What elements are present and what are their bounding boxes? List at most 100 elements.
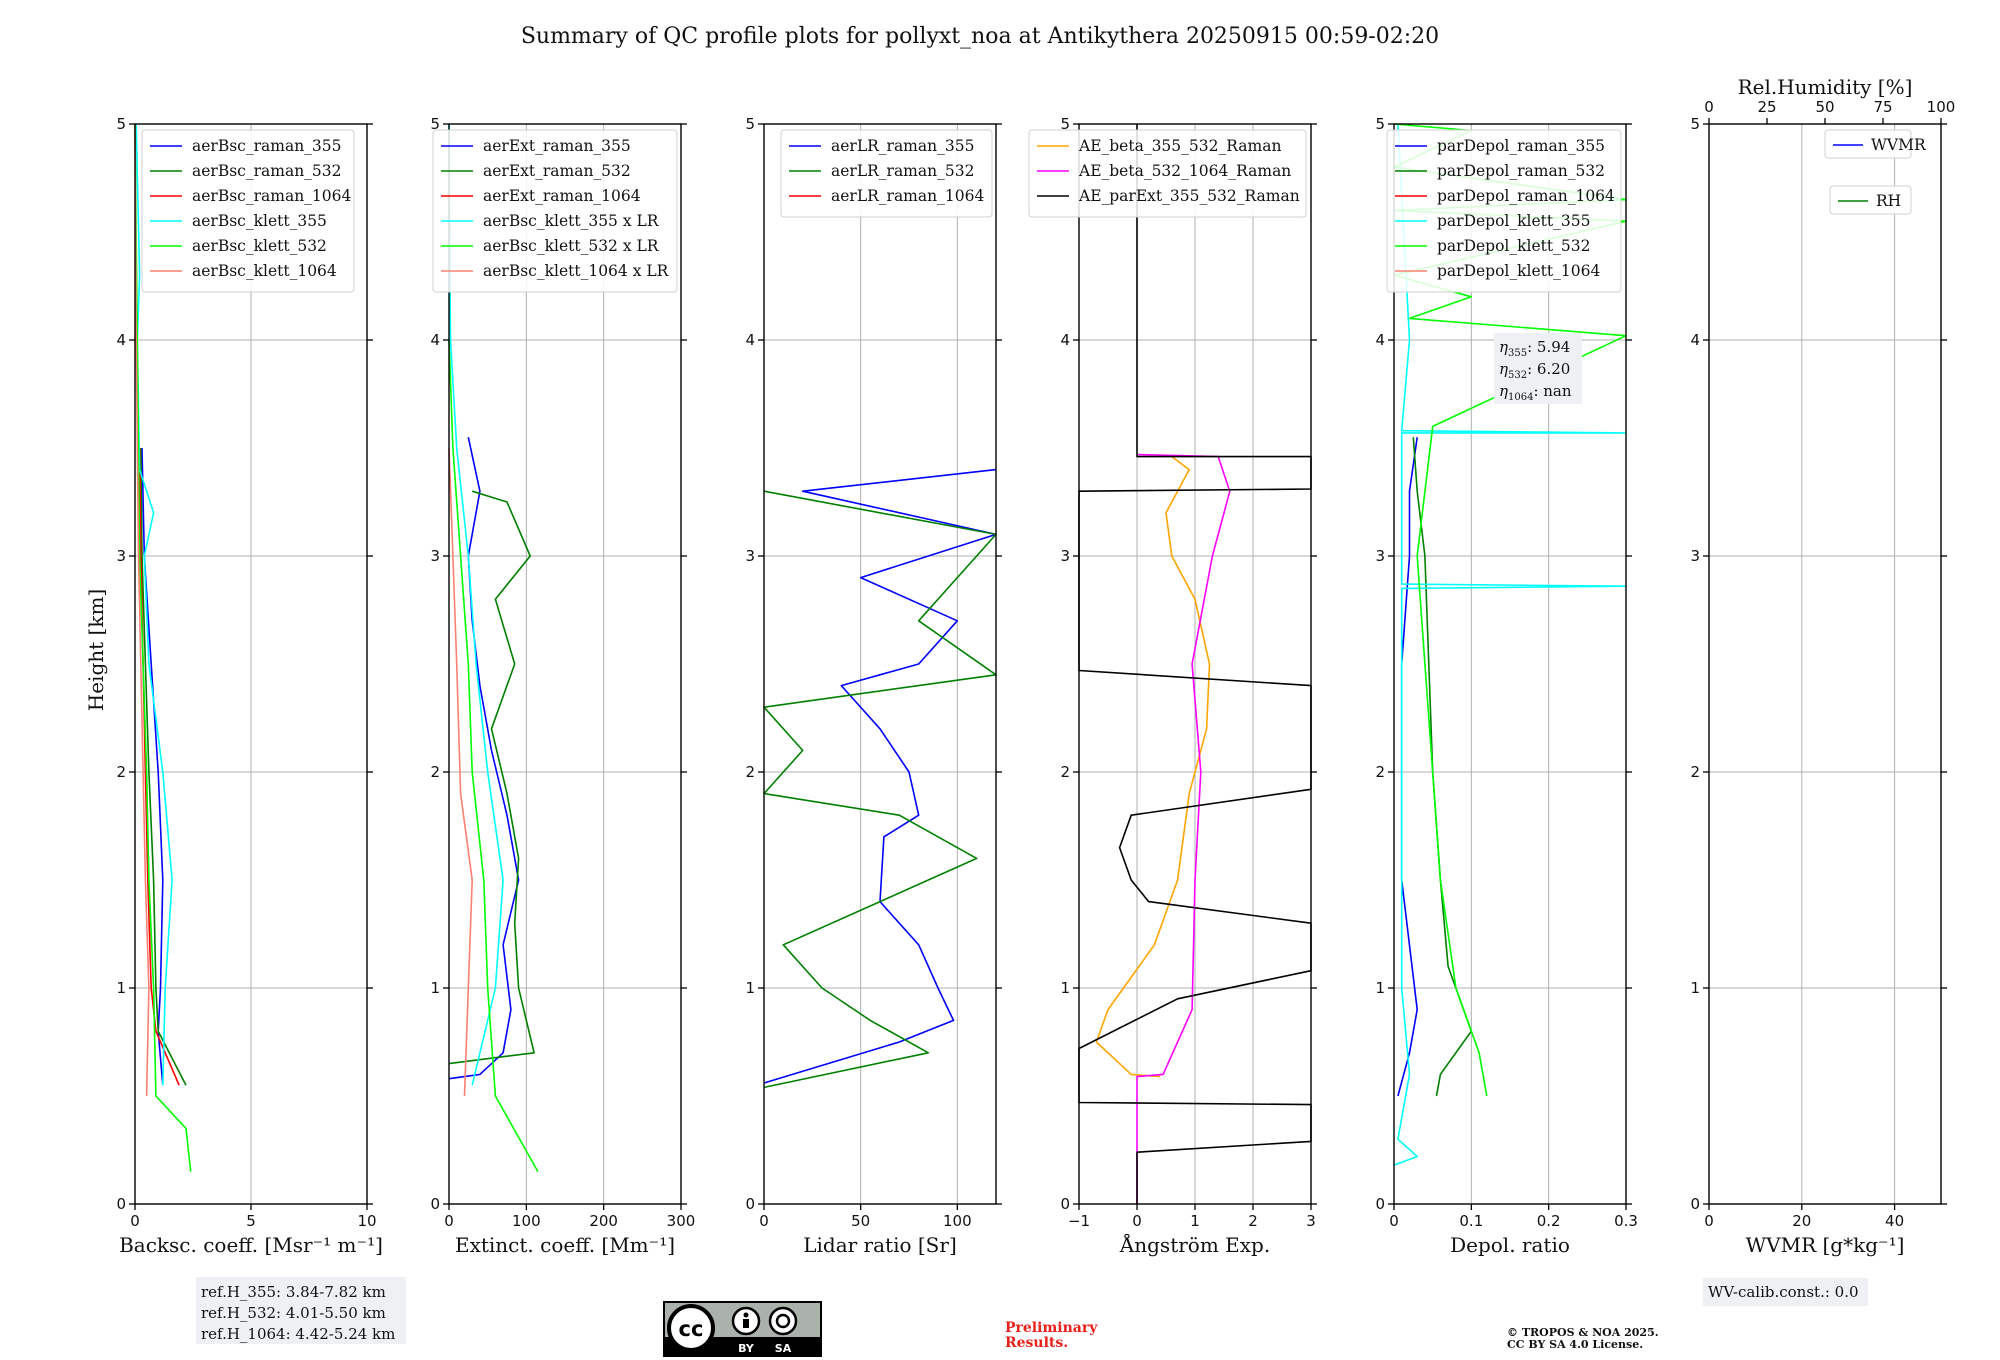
legend: WVMR RH (1824, 129, 1927, 215)
y-tick-label: 3 (1690, 547, 1700, 565)
series-aerBsc_klett_1064 (134, 123, 150, 1097)
x-axis-label: Ångström Exp. (1119, 1232, 1270, 1257)
y-tick-label: 0 (1375, 1195, 1385, 1213)
plot-frame (1393, 123, 1627, 1205)
x-tick-label: 0 (130, 1212, 140, 1230)
legend-label: aerBsc_klett_1064 x LR (483, 262, 670, 280)
series-aerBsc_raman_1064 (138, 447, 180, 1086)
y-tick-label: 2 (430, 763, 440, 781)
x-axis-label: Lidar ratio [Sr] (803, 1233, 957, 1257)
eta-1064: : nan (1533, 382, 1571, 400)
panel-5: 0 0.1 0.2 0.3 0 1 2 3 4 5 Depol. ratio parDepol_ram… (1375, 115, 1637, 1257)
legend-label: aerExt_raman_355 (483, 137, 631, 155)
series-AE_parExt_355_532_Raman (1078, 124, 1312, 1204)
series-parDepol_raman_532 (1412, 437, 1473, 1097)
x-axis-label: Extinct. coeff. [Mm⁻¹] (455, 1233, 675, 1257)
x-tick-label: 10 (357, 1212, 376, 1230)
copyright-line2: CC BY SA 4.0 License. (1507, 1338, 1643, 1351)
y-tick-label: 5 (745, 115, 755, 133)
series-aerExt_raman_532 (448, 490, 535, 1065)
x-tick-label: 1 (1190, 1212, 1200, 1230)
x-axis-label: WVMR [g*kg⁻¹] (1746, 1233, 1905, 1257)
y-tick-label: 5 (430, 115, 440, 133)
y-tick-label: 2 (1375, 763, 1385, 781)
legend-label: aerExt_raman_532 (483, 162, 631, 180)
legend-box (141, 129, 355, 293)
figure-title: Summary of QC profile plots for pollyxt_… (521, 24, 1439, 49)
ref-height-532: ref.H_532: 4.01-5.50 km (201, 1304, 386, 1322)
y-tick-label: 0 (116, 1195, 126, 1213)
x-top-tick-label: 25 (1757, 98, 1776, 116)
copyright-line1: © TROPOS & NOA 2025. (1507, 1326, 1659, 1339)
y-tick-label: 3 (1060, 547, 1070, 565)
legend-label: parDepol_klett_355 (1437, 212, 1590, 230)
svg-text:η355: 5.94: η355: 5.94 (1499, 338, 1570, 359)
x-top-tick-label: 50 (1815, 98, 1834, 116)
eta-532: : 6.20 (1527, 360, 1570, 378)
y-tick-label: 0 (1690, 1195, 1700, 1213)
x-tick-label: 40 (1885, 1212, 1904, 1230)
legend-label: AE_beta_532_1064_Raman (1078, 162, 1291, 180)
panel-3: 0 50 100 0 1 2 3 4 5 Lidar ratio [Sr] aerLR_raman_… (745, 115, 1002, 1257)
y-tick-label: 1 (430, 979, 440, 997)
eta-box: η355: 5.94 η532: 6.20 η1064: nan (1494, 333, 1582, 404)
plot-frame (448, 123, 682, 1205)
svg-text:η532: 6.20: η532: 6.20 (1499, 360, 1570, 381)
legend-label: aerLR_raman_532 (831, 162, 974, 180)
legend-label: RH (1876, 192, 1901, 210)
x-top-tick-label: 75 (1873, 98, 1892, 116)
legend-label: aerBsc_raman_532 (192, 162, 342, 180)
x-tick-label: 3 (1306, 1212, 1316, 1230)
series-parDepol_raman_355 (1397, 437, 1418, 1097)
legend-label: WVMR (1871, 136, 1927, 154)
y-tick-label: 3 (1375, 547, 1385, 565)
y-tick-label: 5 (1690, 115, 1700, 133)
panel-1: 0 5 10 0 1 2 3 4 5 Backsc. coeff. [Msr⁻¹ m⁻¹] aerB… (116, 115, 382, 1257)
legend-label: parDepol_klett_532 (1437, 237, 1590, 255)
series-aerBsc_klett_355 (135, 123, 173, 1086)
series-aerLR_raman_355 (763, 468, 997, 1084)
x-tick-label: 0.2 (1537, 1212, 1561, 1230)
x-axis-label: Depol. ratio (1450, 1233, 1570, 1257)
legend-label: aerBsc_klett_355 x LR (483, 212, 660, 230)
y-tick-label: 4 (1060, 331, 1070, 349)
svg-text:BY: BY (738, 1342, 755, 1355)
legend-label: aerBsc_klett_532 (192, 237, 327, 255)
legend-label: aerLR_raman_1064 (831, 187, 984, 205)
legend: parDepol_raman_355 parDepol_raman_532 parD… (1386, 129, 1622, 293)
legend: aerLR_raman_355 aerLR_raman_532 aerLR_rama… (780, 129, 993, 218)
plot-frame (1708, 123, 1942, 1205)
series-aerBsc_klett_532 (134, 123, 192, 1172)
y-tick-label: 4 (430, 331, 440, 349)
legend-box (1386, 129, 1622, 293)
panel-6: 0 20 40 0 1 2 3 4 5 WVMR [g*kg⁻¹] 0 25 50 75 100 Rel.Hu… (1690, 75, 1955, 1257)
preliminary-note-line1: Preliminary (1005, 1320, 1098, 1336)
x-tick-label: 0 (444, 1212, 454, 1230)
y-tick-label: 5 (116, 115, 126, 133)
legend-label: aerBsc_klett_1064 (192, 262, 337, 280)
y-axis-label: Height [km] (84, 589, 108, 711)
y-tick-label: 1 (745, 979, 755, 997)
series-aerBsc_klett_355 x LR (448, 123, 504, 1086)
series-aerLR_raman_532 (763, 490, 997, 1089)
sa-icon (768, 1306, 798, 1336)
x-top-axis-label: Rel.Humidity [%] (1738, 75, 1913, 99)
series-aerBsc_klett_1064 x LR (448, 447, 474, 1097)
legend-box (1824, 129, 1912, 159)
x-tick-label: 0 (759, 1212, 769, 1230)
wv-calib-const: WV-calib.const.: 0.0 (1708, 1283, 1859, 1301)
y-tick-label: 1 (1690, 979, 1700, 997)
x-tick-label: 20 (1792, 1212, 1811, 1230)
legend: aerExt_raman_355 aerExt_raman_532 aerExt_r… (432, 129, 678, 293)
y-tick-label: 0 (430, 1195, 440, 1213)
y-tick-label: 0 (1060, 1195, 1070, 1213)
y-tick-label: 4 (1690, 331, 1700, 349)
y-tick-label: 1 (1060, 979, 1070, 997)
legend-label: aerBsc_klett_355 (192, 212, 327, 230)
x-tick-label: −1 (1068, 1212, 1090, 1230)
ref-height-1064: ref.H_1064: 4.42-5.24 km (201, 1325, 395, 1343)
x-tick-label: 5 (246, 1212, 256, 1230)
